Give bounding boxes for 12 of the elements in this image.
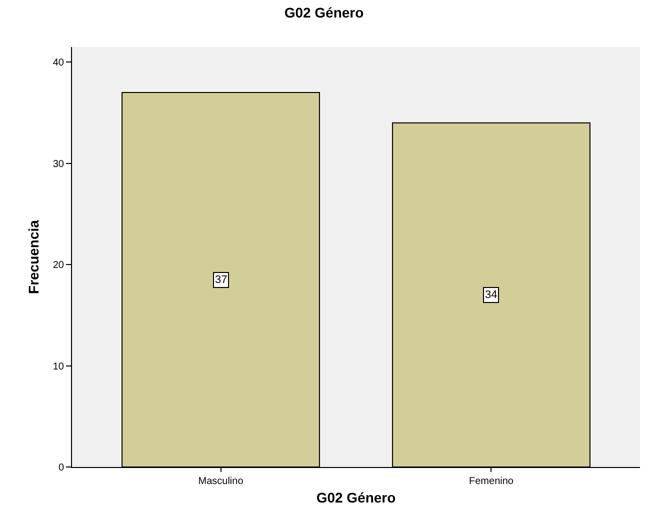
y-tick-label: 40	[52, 58, 64, 69]
y-tick-label: 30	[52, 158, 64, 170]
x-axis-title: G02 Género	[316, 489, 396, 506]
data-label: 37	[215, 274, 228, 286]
y-tick-label: 0	[58, 462, 64, 474]
y-tick-label: 20	[52, 260, 64, 272]
x-tick-label: Masculino	[198, 476, 244, 487]
y-tick-label: 10	[52, 361, 64, 372]
y-axis-title: Frecuencia	[25, 220, 42, 294]
data-label: 34	[485, 289, 498, 301]
x-tick-label: Femenino	[469, 476, 514, 487]
chart-title: G02 Género	[284, 4, 364, 21]
